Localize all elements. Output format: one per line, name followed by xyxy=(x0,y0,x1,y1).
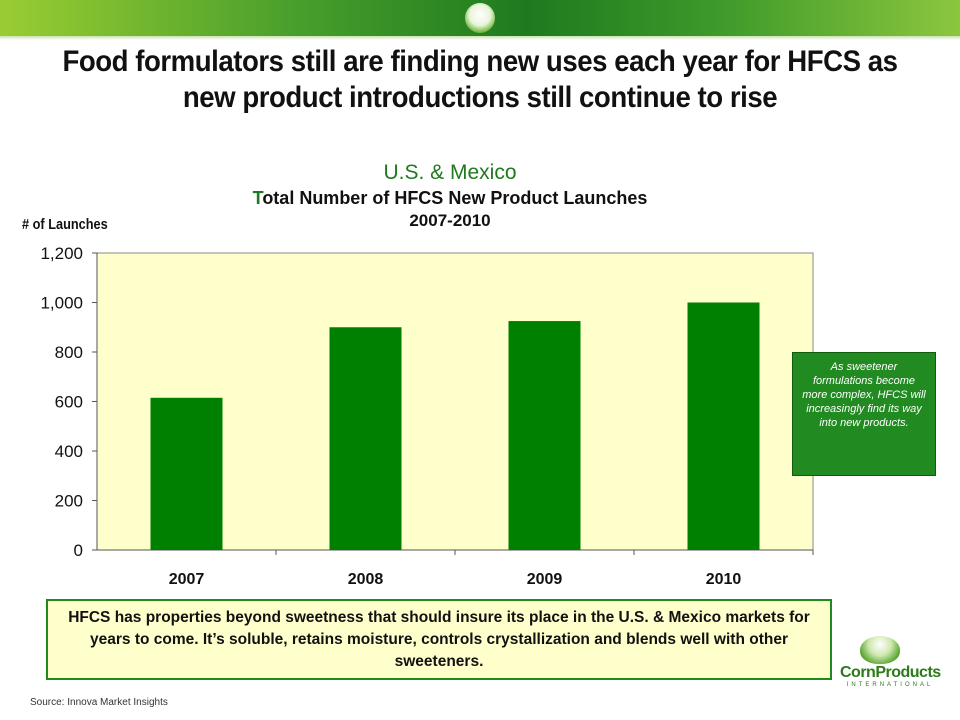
x-tick-label: 2007 xyxy=(169,571,205,588)
bar-2007 xyxy=(150,397,223,550)
company-logo-icon xyxy=(860,636,900,664)
summary-note: HFCS has properties beyond sweetness tha… xyxy=(46,599,832,680)
chart-title: U.S. & Mexico Total Number of HFCS New P… xyxy=(150,160,750,232)
x-tick-label: 2009 xyxy=(527,571,563,588)
callout-box: As sweetener formulations become more co… xyxy=(792,352,936,476)
company-logo-sub: INTERNATIONAL xyxy=(846,682,934,688)
y-axis-label: # of Launches xyxy=(22,216,108,233)
bar-2010 xyxy=(687,302,760,550)
bar-2009 xyxy=(508,321,581,550)
slide-title: Food formulators still are finding new u… xyxy=(62,45,898,114)
y-tick-label: 600 xyxy=(55,393,83,412)
x-tick-label: 2008 xyxy=(348,571,384,588)
bar-2008 xyxy=(329,327,402,550)
header-shadow xyxy=(0,36,960,40)
y-tick-label: 400 xyxy=(55,442,83,461)
chart-title-line2: Total Number of HFCS New Product Launche… xyxy=(150,186,750,210)
chart-title-line3: 2007-2010 xyxy=(409,211,491,230)
y-tick-label: 800 xyxy=(55,343,83,362)
company-logo: CornProducts INTERNATIONAL xyxy=(840,636,941,696)
y-tick-label: 1,000 xyxy=(40,294,83,313)
chart-title-line2-cap: T xyxy=(252,188,263,208)
y-tick-label: 1,200 xyxy=(40,244,83,263)
bar-chart: 0 200 400 600 800 1,000 1,200 2007 2008 2009 2010 xyxy=(40,244,814,588)
logo-icon xyxy=(465,3,495,33)
source-text: Source: Innova Market Insights xyxy=(30,697,168,708)
y-tick-label: 0 xyxy=(74,541,83,560)
company-logo-name: CornProducts xyxy=(840,664,941,681)
chart-title-line2-rest: otal Number of HFCS New Product Launches xyxy=(262,188,648,208)
x-tick-label: 2010 xyxy=(706,571,742,588)
chart-title-line1: U.S. & Mexico xyxy=(383,161,517,184)
y-tick-label: 200 xyxy=(55,492,83,511)
